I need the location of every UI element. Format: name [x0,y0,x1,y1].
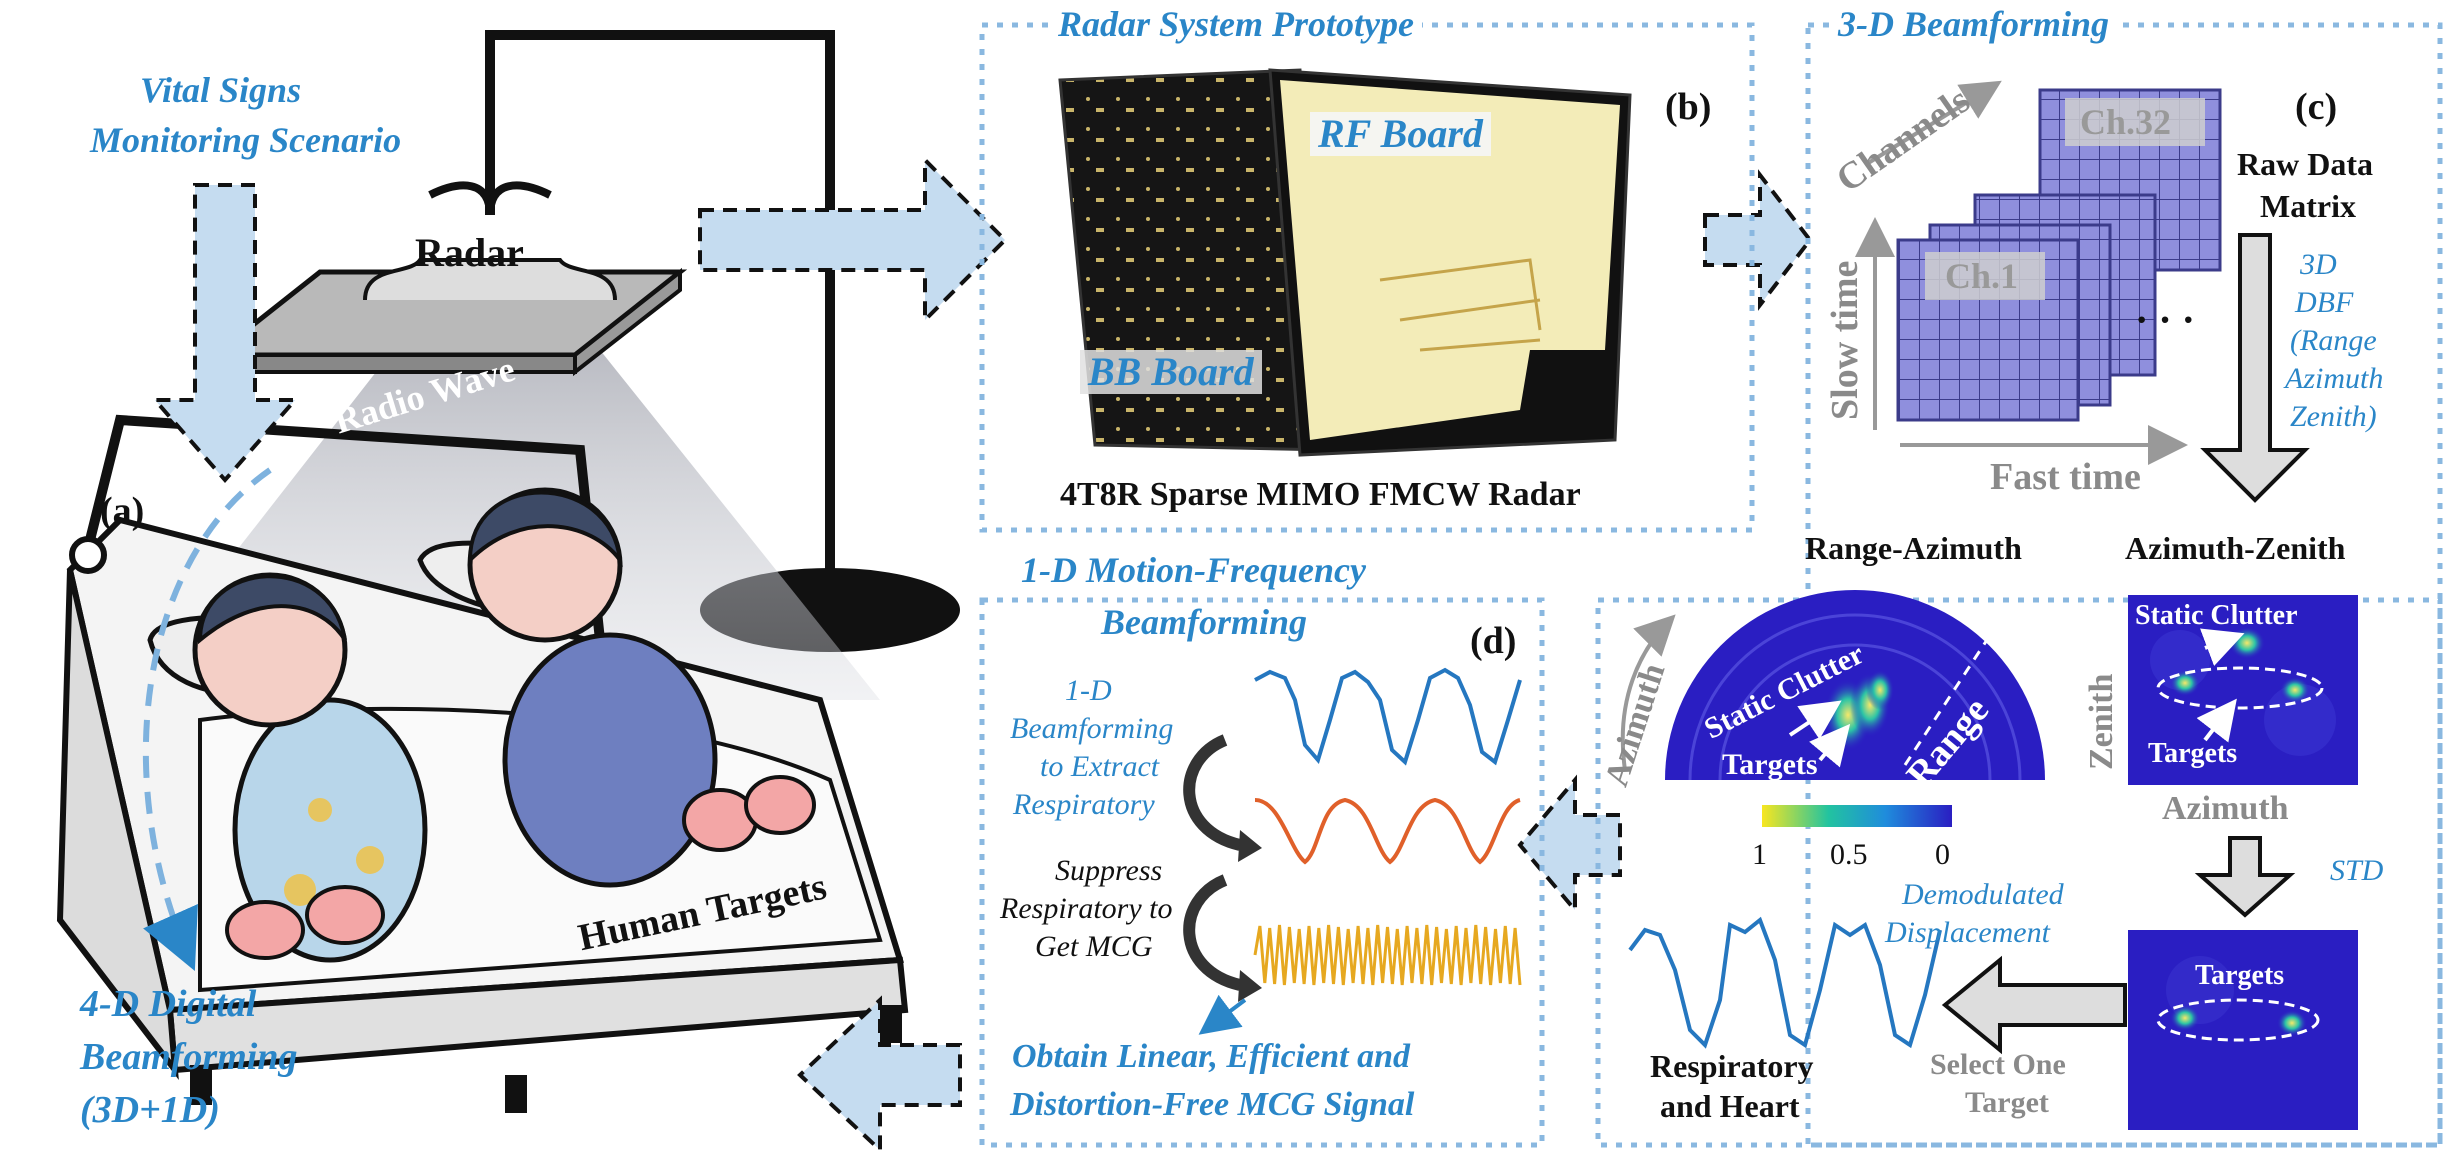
az-targets-label: Targets [2148,738,2238,769]
digital-beamforming-line3: (3D+1D) [80,1089,220,1131]
extract-line4: Respiratory [1013,788,1155,821]
flow-arrow-left-to-a [797,995,962,1155]
dbf-line5: Zenith) [2290,400,2377,433]
extract-line2: Beamforming [1010,712,1174,745]
panel-b-title: Radar System Prototype [1050,6,1422,42]
curved-arrow-2-head [1238,970,1262,1002]
colorbar-tick-1: 1 [1752,838,1767,871]
dbf-line2: DBF [2295,286,2354,319]
scenario-title-line1: Vital Signs [140,70,302,110]
std-down-arrow [2194,836,2296,918]
flow-arrow-left-to-d [1517,774,1622,916]
panel-d-label: (d) [1470,620,1517,662]
azimuth-zenith-title: Azimuth-Zenith [2125,530,2346,566]
panel-d-title-line1: 1-D Motion-Frequency [1015,552,1372,588]
colorbar [1762,805,1952,827]
digital-beamforming-line1: 4-D Digital [80,983,257,1025]
panel-d-frame [979,597,1545,1148]
radar-caption: 4T8R Sparse MIMO FMCW Radar [1060,476,1581,513]
matrix-ch1-label-bg [1925,252,2045,300]
panel-c-title: 3-D Beamforming [1830,6,2118,42]
panel-b-label: (b) [1665,86,1712,128]
curved-arrow-1 [1183,734,1242,851]
range-azimuth-heatmap [1665,590,2045,781]
filtered-respiratory-waveform [1254,797,1521,865]
flow-arrow-right-to-b [698,155,1008,325]
select-target-line2: Target [1965,1086,2049,1119]
mcg-waveform [1253,924,1522,986]
az-static-clutter-label: Static Clutter [2135,600,2298,631]
raw-data-line2: Matrix [2260,188,2356,224]
azimuth-arc-arrow [1620,614,1676,771]
obtain-signal-arrow [1198,994,1247,1035]
selected-target-heatmap [2128,930,2358,1130]
raw-data-line1: Raw Data [2237,146,2373,182]
radar-device [207,258,688,377]
dbf-line1: 3D [2300,248,2337,281]
resp-heart-line2: and Heart [1660,1088,1800,1124]
panel-c-label: (c) [2295,86,2338,128]
extract-line1: 1-D [1065,674,1112,707]
std-label: STD [2330,854,2384,887]
ch32-label: Ch.32 [2080,102,2172,142]
flow-arrow-right-to-c [1703,169,1813,311]
panel-a-label: (a) [100,490,145,532]
demodulated-line1: Demodulated [1902,878,2064,911]
range-azimuth-title: Range-Azimuth [1805,530,2022,566]
panel-b-frame [979,22,1755,533]
rf-board-label: RF Board [1310,112,1491,156]
ra-targets-label: Targets [1722,748,1818,781]
dbf-line3: (Range [2290,324,2377,357]
radar-label: Radar [415,230,524,275]
matrix-ch32-label-bg [2065,98,2205,146]
suppress-line2: Respiratory to [1000,892,1173,925]
azimuth-zenith-heatmap [2128,595,2358,785]
flow-arrow-down-a [150,183,300,484]
channels-axis-arrow [1863,80,2002,167]
select-target-left-arrow [1941,955,2127,1055]
fast-time-label: Fast time [1990,456,2141,498]
digital-beamforming-line2: Beamforming [80,1036,298,1078]
respiratory-heart-waveform [1628,916,1942,1049]
scenario-title-line2: Monitoring Scenario [90,120,402,160]
colorbar-tick-0-5: 0.5 [1830,838,1868,871]
bed-scene-illustration [56,30,960,1113]
selected-targets-label: Targets [2195,960,2285,991]
panel-c-frame [1805,22,2443,1148]
azimuth-bottom-label: Azimuth [2162,790,2289,827]
matrix-ellipsis: · · · [2135,297,2196,342]
extract-line3: to Extract [1040,750,1160,783]
panel-d-title-line2: Beamforming [1095,604,1314,640]
obtain-signal-line1: Obtain Linear, Efficient and [1012,1038,1410,1075]
panel-c-lower-frame [1595,597,2443,1148]
resp-heart-line1: Respiratory [1650,1048,1814,1084]
bb-board-label: BB Board [1080,350,1262,394]
demodulated-line2: Displacement [1885,916,2050,949]
slow-time-label: Slow time [1824,260,1866,420]
suppress-line3: Get MCG [1035,930,1153,963]
dbf-line4: Azimuth [2285,362,2384,395]
curved-arrow-1-head [1238,830,1262,862]
curved-arrow-2 [1183,874,1242,991]
suppress-line1: Suppress [1055,854,1163,887]
colorbar-tick-0: 0 [1935,838,1950,871]
obtain-signal-line2: Distortion-Free MCG Signal [1010,1086,1415,1123]
respiratory-waveform [1254,667,1522,766]
rf-board-image [1268,68,1632,457]
ch1-label: Ch.1 [1945,256,2019,296]
select-target-line1: Select One [1930,1048,2066,1081]
dbf-down-arrow [2200,233,2310,503]
zenith-axis-label: Zenith [2083,673,2120,770]
